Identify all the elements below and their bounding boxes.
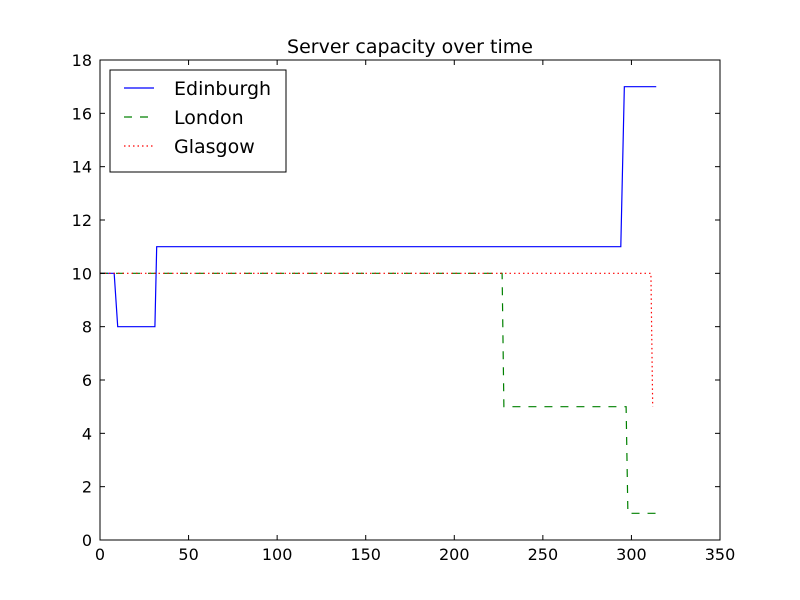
y-tick-label: 0 (82, 531, 92, 550)
x-tick-label: 100 (262, 545, 293, 564)
legend-label-glasgow: Glasgow (174, 136, 255, 158)
y-tick-label: 10 (72, 264, 92, 283)
series-line-edinburgh (100, 86, 657, 328)
y-tick-label: 8 (82, 318, 92, 337)
series-layer (100, 86, 657, 514)
x-tick-label: 150 (350, 545, 381, 564)
x-tick-label: 250 (528, 545, 559, 564)
x-tick-label: 350 (705, 545, 736, 564)
series-line-london (100, 272, 657, 514)
y-tick-label: 12 (72, 211, 92, 230)
chart-title: Server capacity over time (287, 36, 533, 58)
y-tick-label: 6 (82, 371, 92, 390)
y-tick-label: 2 (82, 478, 92, 497)
x-tick-label: 50 (178, 545, 198, 564)
ticks-layer: 0 50 100 150 200 250 300 350 0 2 4 6 8 10 12 14 16 18 (72, 51, 736, 564)
series-line-glasgow (100, 272, 654, 407)
y-tick-label: 18 (72, 51, 92, 70)
y-tick-label: 16 (72, 104, 92, 123)
plot-frame (99, 59, 721, 541)
y-tick-label: 14 (72, 158, 92, 177)
x-tick-label: 200 (439, 545, 470, 564)
y-tick-label: 4 (82, 424, 92, 443)
legend-label-edinburgh: Edinburgh (174, 78, 271, 100)
legend: Edinburgh London Glasgow (109, 69, 287, 173)
x-tick-label: 0 (95, 545, 105, 564)
legend-box (109, 69, 287, 173)
x-tick-label: 300 (616, 545, 647, 564)
legend-label-london: London (174, 107, 244, 129)
